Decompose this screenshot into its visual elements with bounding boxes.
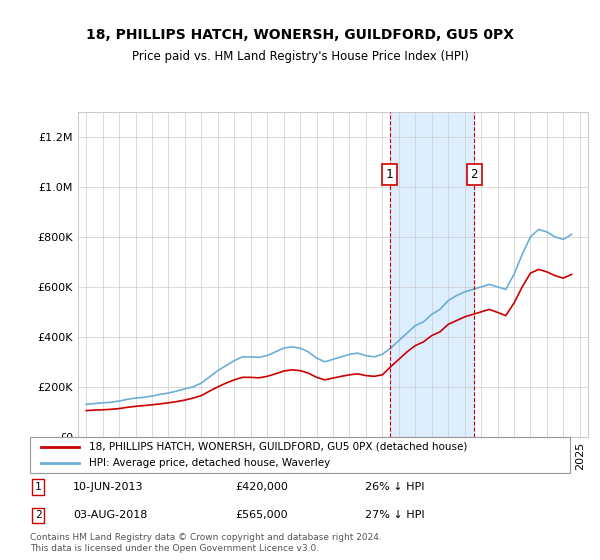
Bar [389, 112, 474, 437]
Text: 10-JUN-2013: 10-JUN-2013 [73, 482, 144, 492]
Text: 18, PHILLIPS HATCH, WONERSH, GUILDFORD, GU5 0PX: 18, PHILLIPS HATCH, WONERSH, GUILDFORD, … [86, 28, 514, 42]
FancyBboxPatch shape [30, 437, 570, 473]
Text: Price paid vs. HM Land Registry's House Price Index (HPI): Price paid vs. HM Land Registry's House … [131, 50, 469, 63]
Text: 1: 1 [386, 168, 394, 181]
Text: 26% ↓ HPI: 26% ↓ HPI [365, 482, 424, 492]
Text: 2: 2 [470, 168, 478, 181]
Text: £565,000: £565,000 [235, 510, 288, 520]
Text: HPI: Average price, detached house, Waverley: HPI: Average price, detached house, Wave… [89, 459, 331, 468]
Text: 2: 2 [35, 510, 41, 520]
Text: 18, PHILLIPS HATCH, WONERSH, GUILDFORD, GU5 0PX (detached house): 18, PHILLIPS HATCH, WONERSH, GUILDFORD, … [89, 442, 468, 452]
Text: Contains HM Land Registry data © Crown copyright and database right 2024.
This d: Contains HM Land Registry data © Crown c… [30, 533, 382, 553]
Text: 1: 1 [35, 482, 41, 492]
Text: 27% ↓ HPI: 27% ↓ HPI [365, 510, 424, 520]
Text: 03-AUG-2018: 03-AUG-2018 [73, 510, 148, 520]
Text: £420,000: £420,000 [235, 482, 288, 492]
